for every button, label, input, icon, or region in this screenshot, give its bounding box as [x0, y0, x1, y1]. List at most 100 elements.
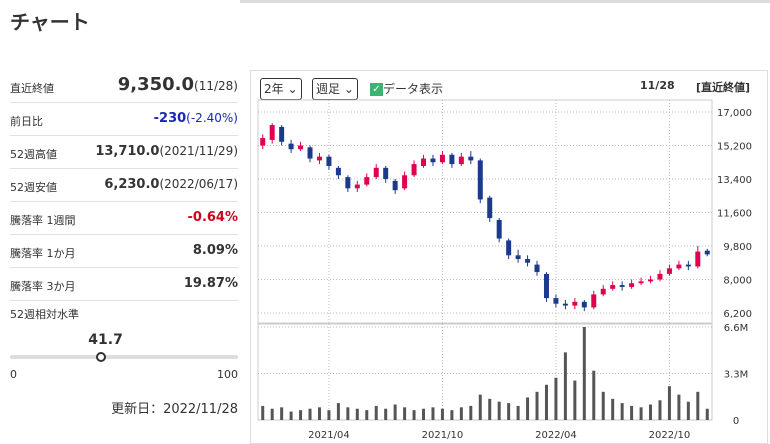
stat-value: 9,350.0	[117, 74, 195, 95]
candle-body	[298, 145, 304, 150]
volume-bar	[336, 403, 340, 420]
updated: 更新日：2022/11/28	[111, 402, 238, 417]
volume-bar	[705, 408, 709, 420]
stat-value: -230	[153, 111, 187, 126]
y-tick-label: 9,800	[723, 242, 752, 253]
chart-date: 11/28	[640, 79, 675, 92]
candle-body	[581, 301, 587, 308]
x-tick-label: 2022/10	[649, 430, 691, 441]
volume-bar	[459, 407, 463, 420]
stat-label: 騰落率 1か月	[10, 247, 76, 260]
volume-bar	[563, 352, 567, 420]
volume-bar	[374, 405, 378, 420]
volume-bar	[601, 391, 605, 420]
stat-row: 52週高値 13,710.0(2021/11/29)	[10, 136, 238, 169]
candle-body	[316, 156, 322, 161]
candle-body	[572, 301, 578, 306]
x-tick-label: 2021/10	[422, 430, 464, 441]
volume-bar	[317, 407, 321, 420]
top-bar	[240, 0, 770, 3]
stat-note: (2022/06/17)	[159, 177, 238, 191]
volume-bar	[516, 405, 520, 420]
plot-frame	[257, 99, 713, 324]
candle-body	[345, 177, 351, 189]
volume-bar	[280, 407, 284, 420]
show-data[interactable]: ✓ データ表示	[370, 80, 443, 97]
volume-bar	[412, 410, 416, 420]
volume-bar	[667, 386, 671, 420]
candle-body	[685, 264, 691, 267]
candle-body	[553, 298, 559, 304]
page-title: チャート	[10, 10, 90, 34]
period-select[interactable]: 2年 ⌄	[260, 78, 302, 100]
candle-body	[543, 273, 549, 299]
stat-value: -0.64%	[187, 210, 239, 225]
candle-body	[364, 177, 370, 185]
candle-body	[695, 251, 701, 267]
stat-label: 騰落率 1週間	[10, 214, 76, 227]
candle-body	[525, 259, 531, 263]
stat-label: 直近終値	[10, 82, 54, 95]
volume-bar	[469, 405, 473, 420]
stat-value-box: 13,710.0(2021/11/29)	[95, 144, 238, 159]
candle-body	[468, 156, 474, 161]
volume-bar	[686, 401, 690, 420]
volume-bar	[308, 408, 312, 420]
candle-body	[610, 285, 616, 289]
candle-body	[638, 281, 644, 284]
level-min: 0	[10, 368, 17, 381]
level-value: 41.7	[88, 332, 123, 348]
stat-value-box: 9,350.0(11/28)	[118, 74, 238, 95]
volume-tick-label: 0	[733, 416, 739, 427]
volume-bar	[355, 408, 359, 420]
volume-bar	[440, 408, 444, 420]
volume-bar	[261, 405, 265, 420]
candle-body	[619, 285, 625, 287]
candle-body	[260, 138, 266, 146]
slider-track	[10, 355, 238, 359]
volume-bar	[620, 403, 624, 420]
candle-body	[534, 264, 540, 273]
volume-tick-label: 6.6M	[724, 323, 749, 334]
stat-row: 52週安値 6,230.0(2022/06/17)	[10, 169, 238, 202]
volume-bar	[270, 408, 274, 420]
volume-bar	[289, 411, 293, 420]
candle-body	[430, 158, 436, 163]
candle-body	[657, 273, 663, 280]
stat-value-box: 8.09%	[193, 243, 238, 258]
stat-value: 19.87%	[183, 276, 238, 291]
volume-bar	[535, 391, 539, 420]
candle-body	[704, 250, 710, 255]
candle-body	[439, 154, 445, 163]
candle-body	[402, 175, 408, 189]
volume-bar	[592, 370, 596, 420]
volume-bar	[582, 327, 586, 420]
volume-bar	[478, 394, 482, 420]
volume-bar	[554, 377, 558, 420]
candle-body	[676, 264, 682, 269]
stat-note: (-2.40%)	[186, 111, 238, 125]
stat-value: 13,710.0	[95, 144, 160, 159]
y-tick-label: 6,200	[723, 309, 752, 320]
candle-body	[458, 156, 464, 165]
candle-body	[666, 268, 672, 274]
x-tick-label: 2021/04	[308, 430, 350, 441]
volume-bar	[497, 401, 501, 420]
stat-note: (11/28)	[194, 79, 238, 93]
interval: 週足	[316, 82, 341, 96]
volume-bar	[526, 397, 530, 420]
candle-body	[496, 219, 502, 239]
volume-bar	[422, 408, 426, 420]
volume-bar	[677, 394, 681, 420]
candle-body	[373, 167, 379, 178]
volume-bar	[696, 391, 700, 420]
volume-bar	[649, 404, 653, 420]
y-tick-label: 15,200	[717, 142, 752, 153]
stat-label: 騰落率 3か月	[10, 280, 76, 293]
volume-bar	[611, 398, 615, 420]
volume-tick-label: 3.3M	[724, 370, 749, 381]
candle-body	[269, 125, 275, 140]
volume-bar	[488, 398, 492, 420]
candle-body	[392, 180, 398, 191]
